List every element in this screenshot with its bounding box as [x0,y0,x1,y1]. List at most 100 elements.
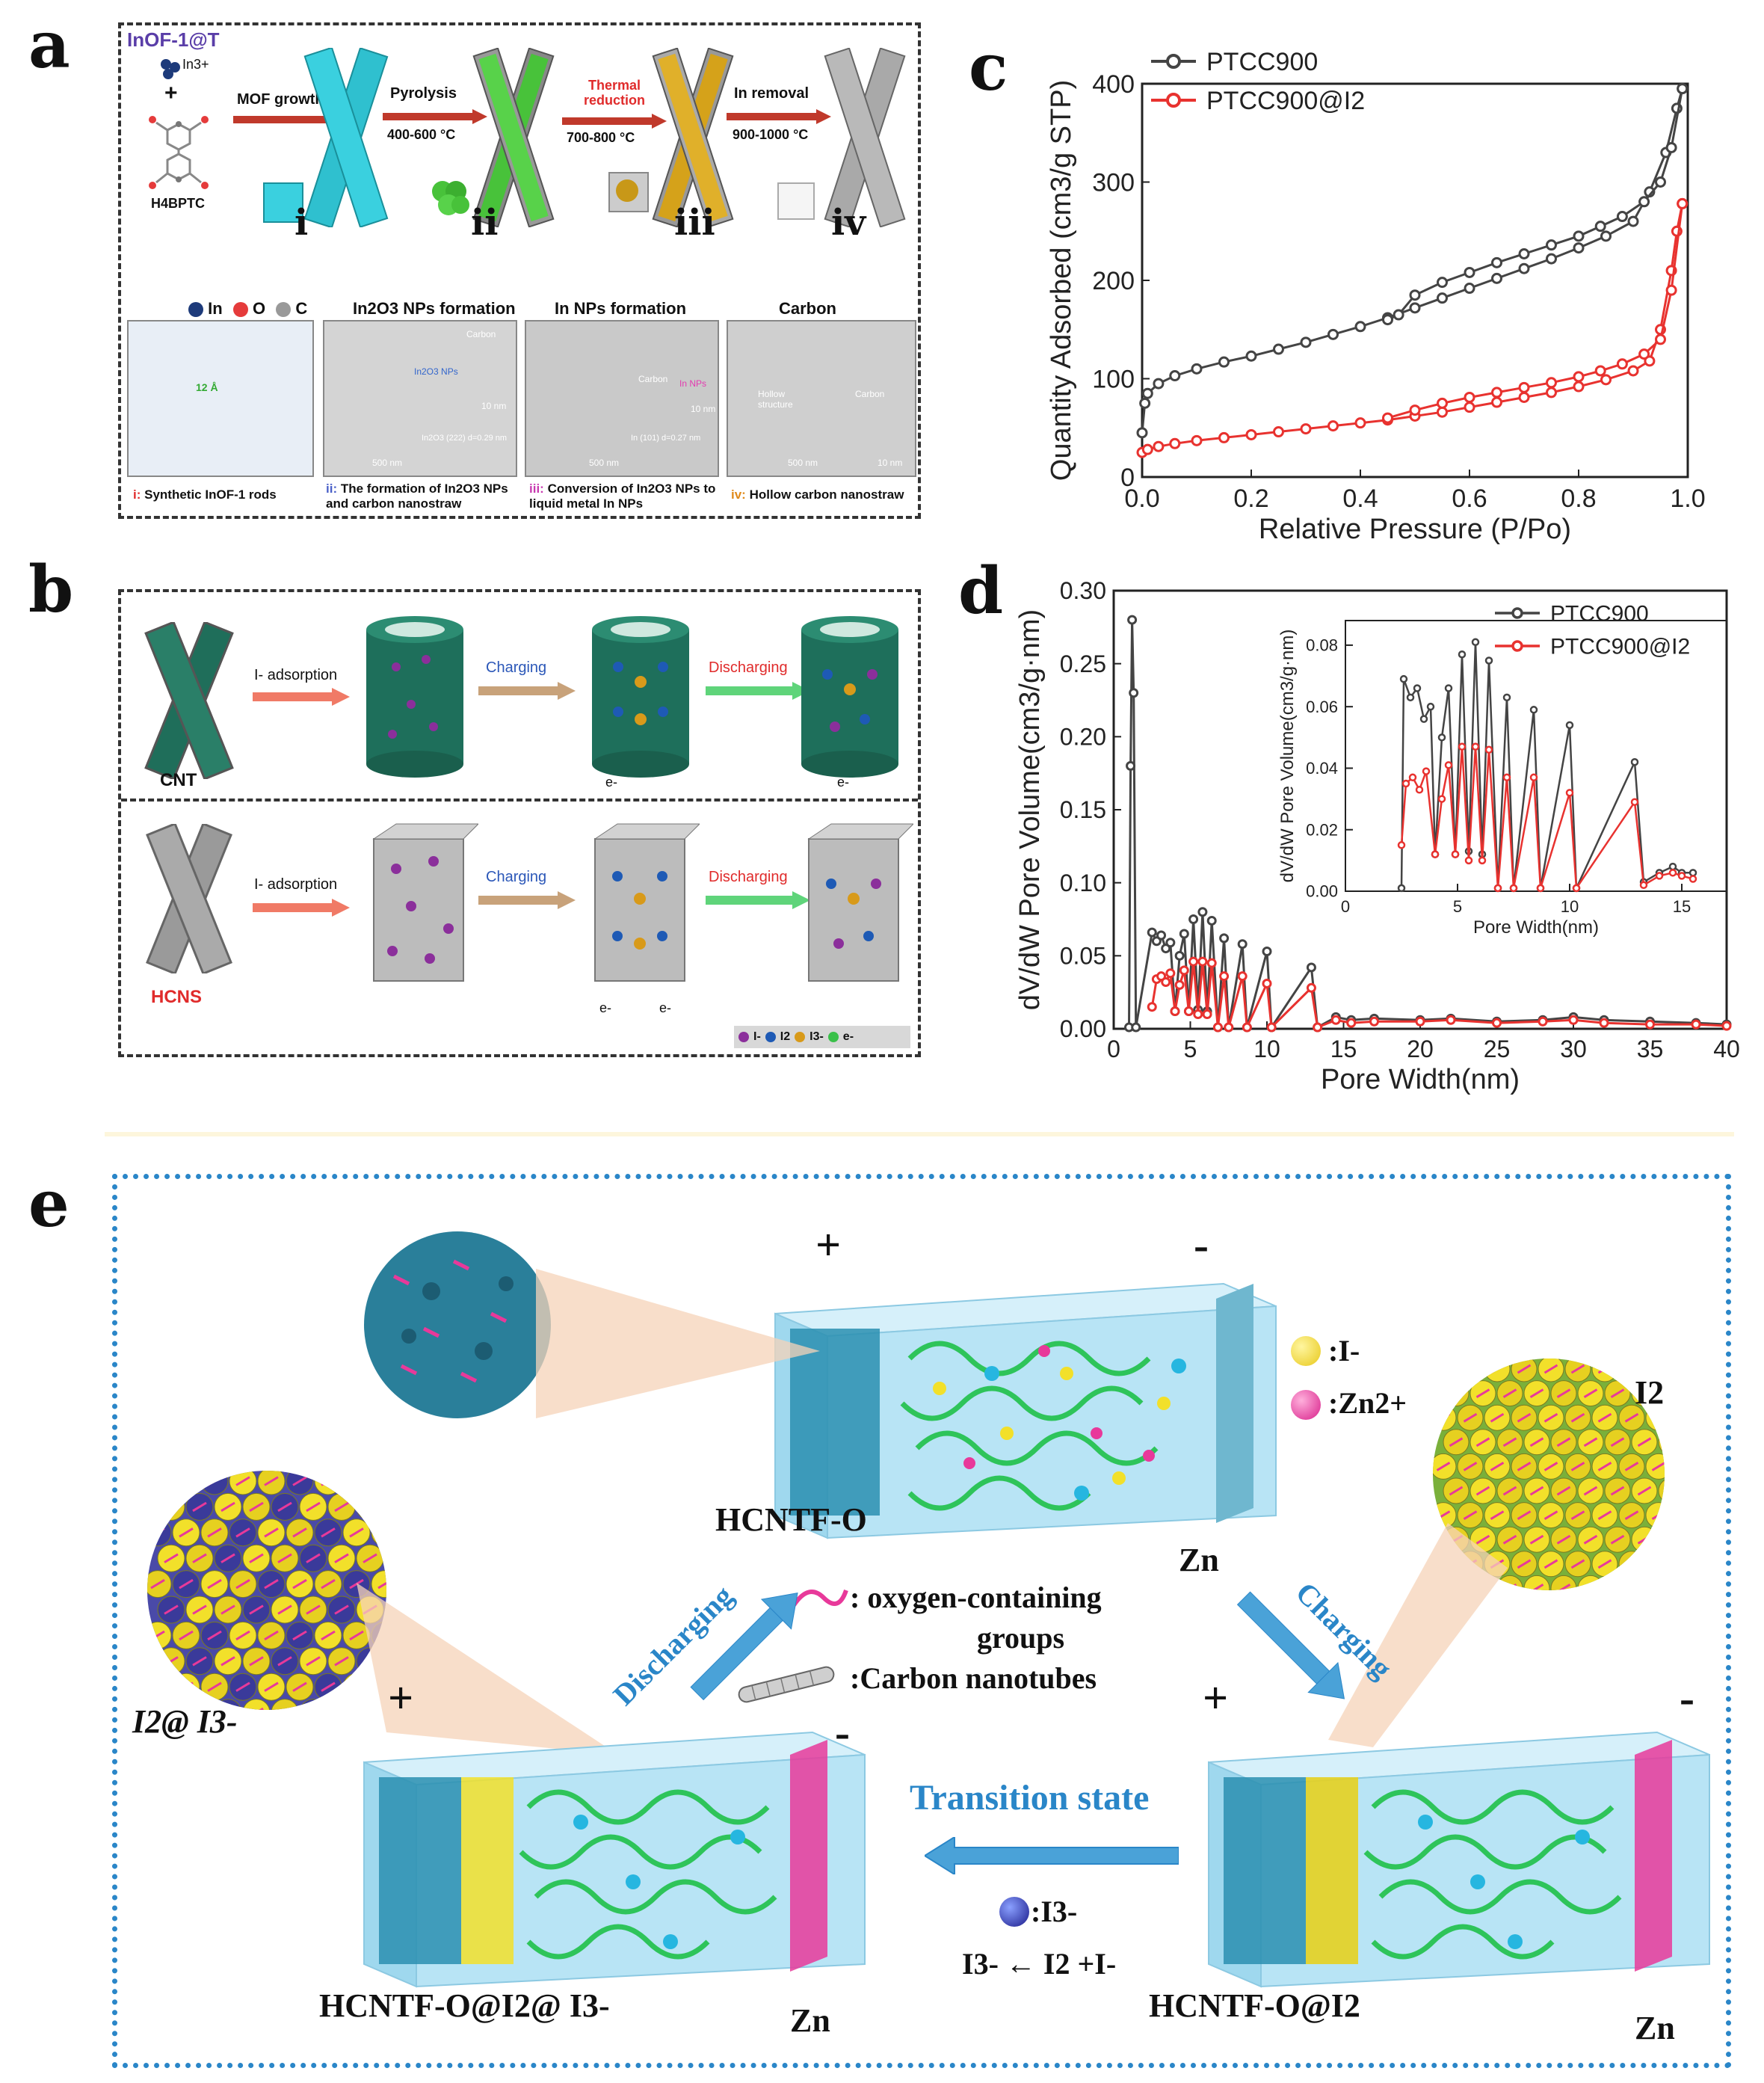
ball-stripe [1463,1510,1478,1520]
c-x-tick-label: 0.4 [1342,484,1378,513]
legend-iodine: I2 [780,1030,791,1043]
c-data-point [1491,387,1502,399]
d-inset-data-point [1444,684,1453,692]
micro-scale-10nm-iii: 10 nm [691,404,716,414]
ball-stripe [1556,1437,1571,1447]
c-data-point [1655,176,1666,188]
caption-iv: iv: Hollow carbon nanostraw [731,487,918,502]
micro-scale-10nm-iv: 10 nm [878,458,903,468]
ball-stripe [1637,1486,1652,1496]
d-inset-series-line-0 [1400,641,1693,889]
d-data-point [1193,1009,1203,1019]
legend-c: C [295,299,308,318]
mid-label-carbon: Carbon [779,299,836,318]
transition-label: Transition state [910,1778,1150,1818]
d-data-point [1415,1016,1425,1027]
section-divider [105,1132,1734,1136]
ball-stripe [1449,1437,1464,1447]
micro-label-carbon-iv: Carbon [855,389,885,399]
zoom-cone-right [1328,1523,1508,1747]
ball-stripe [363,1501,377,1513]
ball-stripe [1502,1486,1517,1496]
ball-stripe [306,1656,321,1667]
ball-stripe [321,1527,336,1538]
c-x-tick-label: 1.0 [1670,484,1705,513]
d-y-tick-label: 0.15 [1060,796,1106,823]
ball-stripe [292,1682,307,1692]
legend-zinc-text: :Zn2+ [1328,1386,1407,1420]
stage-i-label: i [294,202,309,244]
ball-stripe [306,1501,321,1513]
ball-stripe [306,1553,321,1563]
ball [1433,1404,1457,1431]
panel-b-legend: I- I2 I3- e- [734,1026,910,1048]
c-legend-label: PTCC900 [1206,48,1318,76]
atom-legend: In O C [188,299,307,319]
d-x-tick-label: 30 [1560,1036,1587,1062]
d-inset-data-point [1419,715,1428,723]
ball-stripe [1475,1437,1490,1447]
ball-stripe [1544,1412,1558,1423]
device-bl-anode: Zn [790,2002,830,2039]
d-y-tick-label: 0.30 [1060,577,1106,604]
c-data-point [1573,371,1585,383]
c-data-point [1665,141,1677,153]
ball-stripe [1502,1388,1517,1398]
iodine-icon [765,1032,776,1042]
c-data-point [1437,406,1448,418]
ball-stripe [235,1476,250,1486]
d-data-point [1147,927,1157,938]
ball-stripe [249,1656,264,1667]
ball-stripe [1624,1412,1639,1423]
c-data-point [1300,423,1312,435]
ball-stripe [1597,1364,1612,1374]
ball-stripe [1597,1559,1612,1569]
panel-d-letter: d [958,553,1004,629]
step-3-label: Thermal reduction [583,78,645,108]
ball-stripe [207,1527,222,1538]
ball [1443,1380,1470,1407]
ball-stripe [292,1630,307,1641]
ball-stripe [349,1476,364,1486]
center-label-groups: groups [977,1621,1065,1655]
ball-stripe [264,1630,279,1641]
ball-stripe [150,1476,165,1486]
ball-stripe [264,1578,279,1590]
ball [172,1673,200,1701]
ball [1645,1453,1665,1480]
c-data-point [1327,420,1339,432]
c-legend-label: PTCC900@I2 [1206,87,1365,115]
indium-atom-icon [188,302,203,318]
ball-stripe [1570,1412,1585,1423]
ball-stripe [1463,1412,1478,1423]
ball-stripe [1570,1510,1585,1520]
ball-stripe [1475,1486,1490,1496]
d-inset-x-axis-label: Pore Width(nm) [1473,917,1599,938]
rod-stage-iii-icon [652,47,734,228]
hcns-adsorption-label: I- adsorption [254,876,338,893]
c-series-line-1 [1387,203,1684,419]
ball [271,1699,299,1710]
c-data-point [1409,289,1421,301]
reaction-label: I3- ← I2 +I- [962,1947,1117,1981]
d-inset-data-point [1458,650,1467,659]
c-data-point [1518,391,1530,403]
c-data-point [1382,314,1393,326]
ball [200,1471,229,1495]
cnt-label: CNT [160,770,197,790]
micro-lattice-iii: In (101) d=0.27 nm [631,434,701,443]
step-3-temp: 700-800 °C [567,130,635,145]
caption-iv-num: iv: [731,487,746,502]
ball-stripe [1544,1462,1558,1471]
d-data-point [1224,1022,1234,1033]
c-data-point [1437,277,1448,289]
device-top-plus: + [815,1220,842,1270]
panel-a-frame: InOF-1@T In3+ + H4BPTC MOF growth Pyroly… [118,22,921,519]
ball-stripe [277,1604,292,1615]
ball [1433,1359,1457,1382]
ball-stripe [1475,1388,1490,1398]
ball [1457,1359,1484,1382]
ball-stripe [1544,1510,1558,1520]
ball-stripe [220,1604,235,1615]
ball-stripe [292,1527,307,1538]
